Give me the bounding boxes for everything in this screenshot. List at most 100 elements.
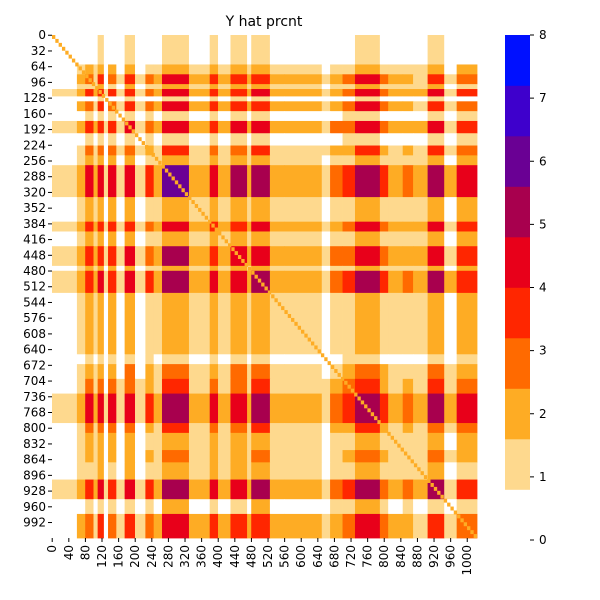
diagonal-cell [457,514,461,519]
heatmap-cell [379,165,389,198]
heatmap-cell [330,231,343,247]
heatmap-cell [330,84,343,90]
x-tick-label: 840 [394,545,408,568]
heatmap-cell [427,64,445,75]
heatmap-cell [402,378,414,394]
heatmap-cell [230,165,248,198]
heatmap-cell [209,101,219,112]
heatmap-cell [379,35,389,65]
heatmap-cell [161,35,190,65]
heatmap-cell [354,513,381,539]
heatmap-cell [85,462,94,480]
heatmap-cell [456,462,478,480]
diagonal-cell [91,82,96,87]
heatmap-cell [388,133,404,146]
heatmap-cell [456,74,478,85]
heatmap-cell [52,246,78,267]
y-tick-label: 512 [23,280,46,294]
heatmap-cell [321,432,331,451]
heatmap-cell [153,120,163,134]
heatmap-cell [145,462,155,480]
heatmap-cell [342,462,356,480]
heatmap-cell [93,292,99,311]
heatmap-cell [427,378,445,394]
heatmap-cell [342,423,356,434]
heatmap-cell [108,165,117,198]
colorbar-segment [505,338,530,389]
heatmap-cell [145,310,155,355]
heatmap-cell [103,231,109,247]
heatmap-cell [124,89,136,97]
heatmap-cell [76,462,86,480]
diagonal-cell [281,306,285,311]
heatmap-cell [321,310,331,355]
x-tick-label: 440 [228,545,242,568]
heatmap-cell [444,35,458,65]
heatmap-cell [116,165,126,198]
heatmap-cell [247,479,252,500]
diagonal-cell [78,66,82,71]
heatmap-cell [218,89,231,97]
heatmap-cell [116,145,126,156]
heatmap-cell [230,499,248,515]
heatmap-cell [354,378,381,394]
heatmap-cell [402,133,414,146]
heatmap-cell [284,35,323,65]
heatmap-cell [76,450,86,463]
heatmap-cell [427,499,445,515]
heatmap-cell [161,292,190,311]
y-tick-label: 800 [23,421,46,435]
y-tick-label: 864 [23,453,46,467]
heatmap-cell [321,513,331,539]
heatmap-cell [124,133,136,146]
diagonal-cell [151,152,155,157]
heatmap-cell [251,246,271,267]
heatmap-cell [116,101,126,112]
diagonal-cell [420,471,424,476]
heatmap-cell [93,354,99,365]
heatmap-cell [402,197,414,223]
heatmap-cell [413,35,429,65]
colorbar-segment [505,85,530,137]
heatmap-cell [456,35,478,65]
diagonal-cell [118,113,122,118]
diagonal-cell [453,510,458,515]
heatmap-cell [161,145,190,156]
heatmap-cell [85,310,94,355]
heatmap-cell [284,246,323,267]
heatmap-cell [427,450,445,463]
heatmap-cell [93,265,99,272]
heatmap-cell [161,111,190,122]
heatmap-cell [153,197,163,223]
heatmap-cell [108,221,117,232]
heatmap-cell [85,96,94,102]
heatmap-cell [230,74,248,85]
heatmap-cell [444,221,458,232]
heatmap-cell [444,462,458,480]
heatmap-cell [103,499,109,515]
heatmap-cell [93,101,99,112]
heatmap-cell [402,111,414,122]
heatmap-cell [76,364,86,380]
heatmap-cell [97,145,105,156]
heatmap-cell [218,145,231,156]
heatmap-cell [103,145,109,156]
heatmap-cell [330,432,343,451]
heatmap-cell [269,96,285,102]
heatmap-cell [230,292,248,311]
y-tick-label: 928 [23,484,46,498]
heatmap-cell [402,74,414,85]
heatmap-cell [444,133,458,146]
heatmap-cell [85,64,94,75]
x-tick-label: 760 [361,545,375,568]
heatmap-cell [76,499,86,515]
heatmap-cell [209,155,219,166]
heatmap-cell [124,270,136,294]
heatmap-cell [388,393,404,424]
heatmap-cell [388,479,404,500]
heatmap-cell [161,499,190,515]
diagonal-cell [105,97,109,102]
heatmap-cell [188,499,211,515]
heatmap-cell [108,265,117,272]
y-tick-label: 544 [23,295,46,309]
